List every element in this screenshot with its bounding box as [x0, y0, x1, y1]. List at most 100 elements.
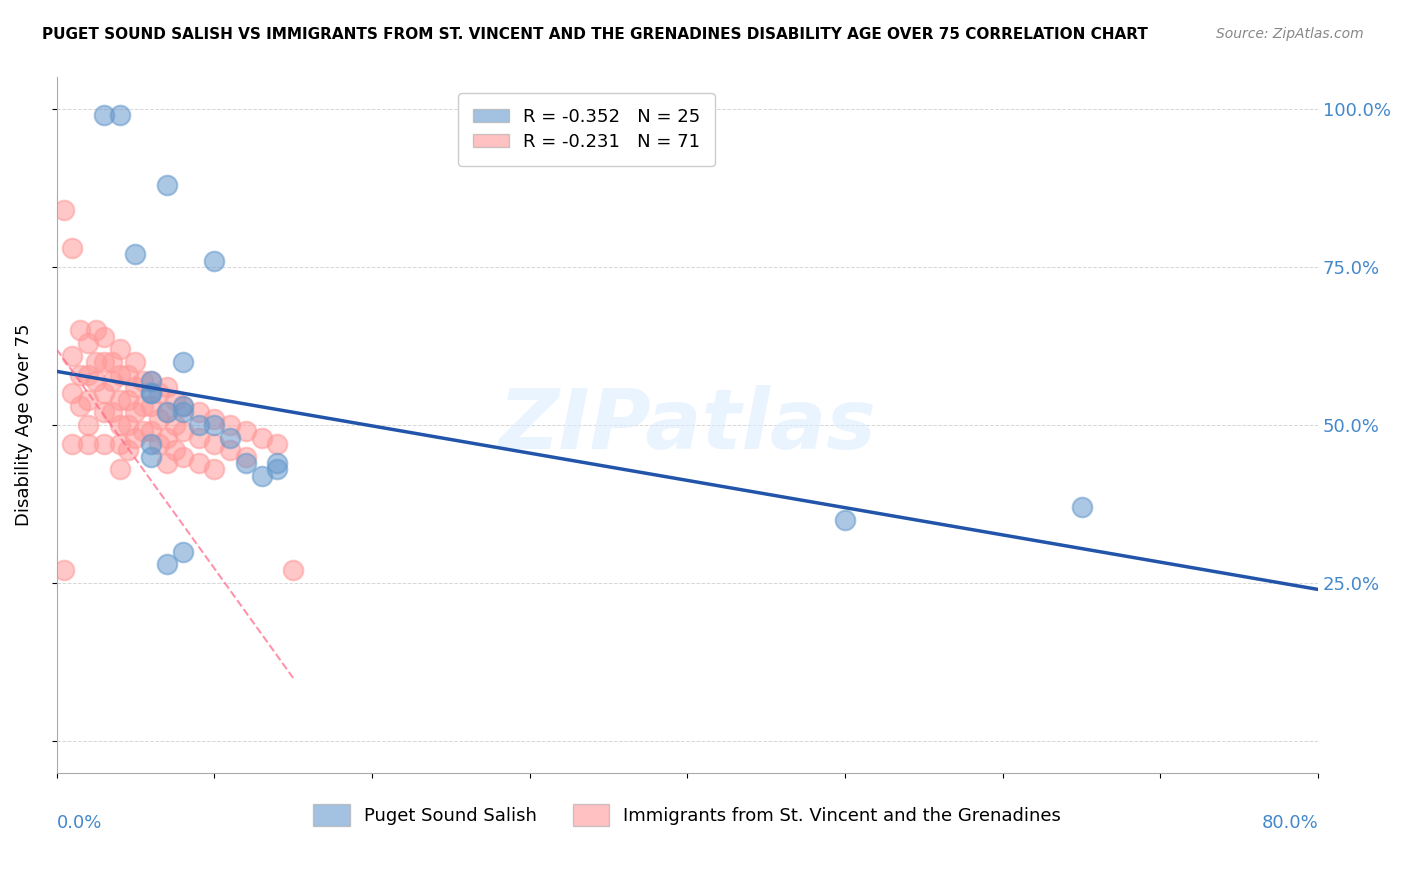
Point: [141, 450, 163, 464]
Point: [156, 557, 179, 571]
Text: PUGET SOUND SALISH VS IMMIGRANTS FROM ST. VINCENT AND THE GRENADINES DISABILITY : PUGET SOUND SALISH VS IMMIGRANTS FROM ST…: [42, 27, 1149, 42]
Point: [172, 450, 194, 464]
Point: [124, 247, 146, 261]
Point: [163, 392, 186, 407]
Point: [163, 418, 186, 433]
Point: [235, 456, 257, 470]
Point: [266, 456, 288, 470]
Point: [124, 405, 146, 419]
Point: [84, 355, 107, 369]
Point: [60, 386, 83, 401]
Point: [202, 253, 225, 268]
Point: [60, 437, 83, 451]
Point: [148, 386, 170, 401]
Point: [124, 355, 146, 369]
Point: [60, 241, 83, 255]
Point: [156, 405, 179, 419]
Point: [187, 405, 209, 419]
Point: [124, 380, 146, 394]
Point: [77, 335, 100, 350]
Point: [108, 418, 131, 433]
Point: [141, 399, 163, 413]
Point: [1070, 500, 1092, 515]
Point: [266, 437, 288, 451]
Point: [93, 405, 115, 419]
Point: [77, 437, 100, 451]
Point: [117, 418, 139, 433]
Point: [187, 431, 209, 445]
Point: [187, 418, 209, 433]
Point: [202, 411, 225, 425]
Text: 0.0%: 0.0%: [56, 814, 103, 832]
Point: [69, 399, 91, 413]
Point: [117, 392, 139, 407]
Point: [202, 418, 225, 433]
Point: [141, 374, 163, 388]
Point: [101, 374, 124, 388]
Point: [108, 108, 131, 122]
Point: [60, 349, 83, 363]
Point: [281, 564, 304, 578]
Point: [172, 399, 194, 413]
Point: [250, 431, 273, 445]
Point: [141, 374, 163, 388]
Point: [141, 386, 163, 401]
Point: [93, 386, 115, 401]
Point: [172, 405, 194, 419]
Point: [172, 425, 194, 439]
Point: [132, 425, 155, 439]
Point: [202, 437, 225, 451]
Point: [108, 343, 131, 357]
Point: [141, 425, 163, 439]
Point: [156, 178, 179, 192]
Point: [117, 443, 139, 458]
Point: [156, 405, 179, 419]
Point: [69, 368, 91, 382]
Point: [250, 468, 273, 483]
Point: [84, 323, 107, 337]
Point: [77, 368, 100, 382]
Point: [93, 108, 115, 122]
Point: [156, 380, 179, 394]
Point: [132, 399, 155, 413]
Point: [93, 355, 115, 369]
Point: [156, 456, 179, 470]
Point: [108, 392, 131, 407]
Point: [132, 374, 155, 388]
Point: [101, 355, 124, 369]
Point: [187, 456, 209, 470]
Point: [235, 450, 257, 464]
Text: 80.0%: 80.0%: [1261, 814, 1319, 832]
Point: [77, 418, 100, 433]
Text: ZIPatlas: ZIPatlas: [499, 384, 876, 466]
Point: [117, 368, 139, 382]
Point: [219, 431, 242, 445]
Point: [141, 437, 163, 451]
Point: [53, 564, 76, 578]
Point: [156, 431, 179, 445]
Point: [148, 411, 170, 425]
Point: [69, 323, 91, 337]
Point: [172, 544, 194, 558]
Point: [124, 431, 146, 445]
Point: [108, 368, 131, 382]
Legend: Puget Sound Salish, Immigrants from St. Vincent and the Grenadines: Puget Sound Salish, Immigrants from St. …: [307, 797, 1069, 833]
Point: [163, 443, 186, 458]
Point: [53, 203, 76, 218]
Point: [172, 399, 194, 413]
Point: [266, 462, 288, 476]
Point: [108, 437, 131, 451]
Point: [101, 405, 124, 419]
Point: [148, 437, 170, 451]
Point: [93, 329, 115, 343]
Point: [235, 425, 257, 439]
Point: [108, 462, 131, 476]
Point: [834, 513, 856, 527]
Point: [141, 386, 163, 401]
Y-axis label: Disability Age Over 75: Disability Age Over 75: [15, 324, 32, 526]
Text: Source: ZipAtlas.com: Source: ZipAtlas.com: [1216, 27, 1364, 41]
Point: [202, 462, 225, 476]
Point: [219, 443, 242, 458]
Point: [84, 374, 107, 388]
Point: [93, 437, 115, 451]
